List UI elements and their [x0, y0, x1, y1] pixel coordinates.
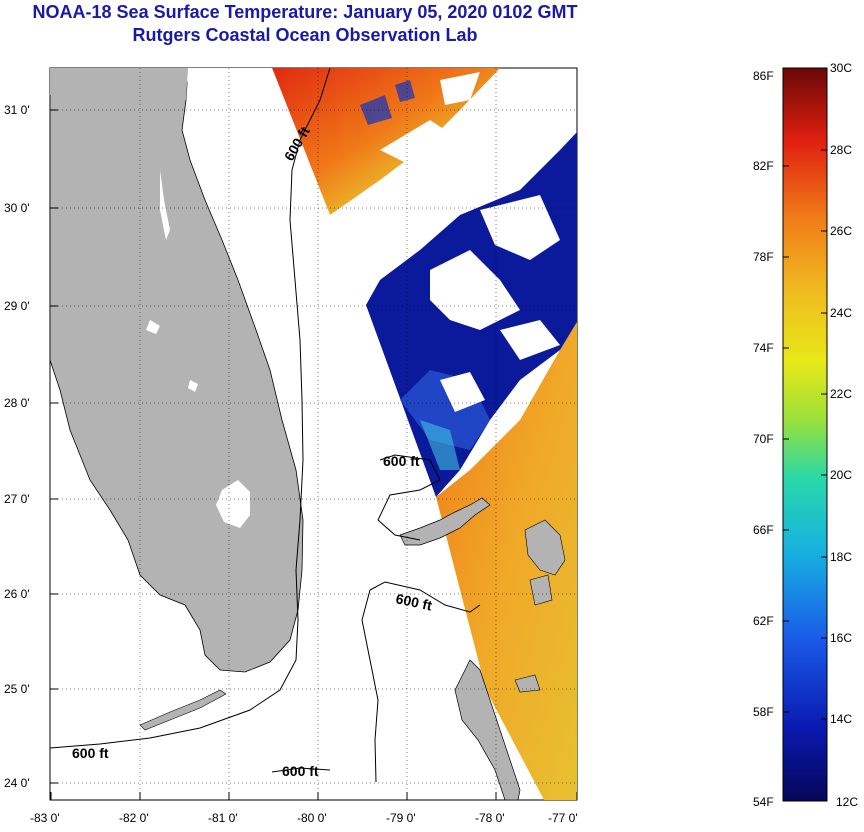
lat-label: 27 0' [4, 492, 30, 506]
lon-label: -83 0' [30, 811, 60, 825]
isobath-label: 600 ft [383, 453, 420, 469]
isobath-label: 600 ft [282, 763, 319, 779]
lon-label: -77 0' [548, 811, 578, 825]
cb-f-label: 58F [753, 705, 774, 719]
lat-label: 24 0' [4, 776, 30, 790]
cb-f-label: 54F [753, 795, 774, 809]
lat-label: 31 0' [4, 103, 30, 117]
cb-c-label: 12C [836, 795, 858, 809]
lat-label: 30 0' [4, 201, 30, 215]
lon-label: -79 0' [386, 811, 416, 825]
lat-label: 25 0' [4, 682, 30, 696]
isobath-600ft-florida [49, 67, 331, 749]
lat-label: 26 0' [4, 587, 30, 601]
cb-f-label: 86F [753, 69, 774, 83]
lat-label: 29 0' [4, 299, 30, 313]
warm-water-swath [436, 322, 577, 800]
axis-ticks [50, 109, 578, 800]
grand-bahama [399, 497, 491, 546]
lon-label: -81 0' [208, 811, 238, 825]
isobath-label: 600 ft [72, 745, 109, 761]
lon-label: -82 0' [119, 811, 149, 825]
map-subtitle: Rutgers Coastal Ocean Observation Lab [132, 25, 478, 45]
lon-label: -78 0' [475, 811, 505, 825]
isobath-label: 600 ft [394, 590, 433, 613]
andros-island [454, 659, 521, 801]
colorbar-ticks [783, 149, 827, 720]
map-title: NOAA-18 Sea Surface Temperature: January… [32, 2, 578, 22]
cb-f-label: 62F [753, 614, 774, 628]
cb-c-label: 22C [830, 387, 852, 401]
lake-okeechobee [216, 480, 250, 528]
cb-c-label: 30C [830, 61, 852, 75]
cb-f-label: 78F [753, 250, 774, 264]
lon-label: -80 0' [297, 811, 327, 825]
cb-f-label: 70F [753, 432, 774, 446]
lat-label: 28 0' [4, 396, 30, 410]
florida-keys [139, 689, 227, 731]
cb-c-label: 18C [830, 550, 852, 564]
cb-c-label: 14C [830, 712, 852, 726]
cb-c-label: 16C [830, 631, 852, 645]
colorbar [782, 67, 828, 802]
cb-c-label: 26C [830, 224, 852, 238]
cb-c-label: 24C [830, 306, 852, 320]
north-swath [272, 68, 500, 215]
cb-c-label: 20C [830, 468, 852, 482]
cb-c-label: 28C [830, 143, 852, 157]
cb-f-label: 74F [753, 341, 774, 355]
cb-f-label: 82F [753, 159, 774, 173]
cb-f-label: 66F [753, 523, 774, 537]
abaco-island [524, 519, 566, 576]
isobath-600ft-bahama [377, 454, 441, 541]
